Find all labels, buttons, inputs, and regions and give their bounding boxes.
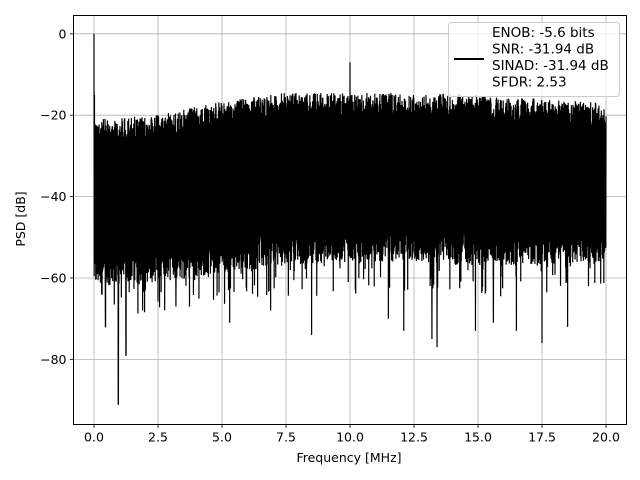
x-axis-label: Frequency [MHz] [296, 450, 401, 465]
x-tick-label: 7.5 [276, 430, 296, 445]
x-tick-label: 5.0 [212, 430, 232, 445]
legend-box [448, 22, 620, 97]
x-tick-label: 2.5 [148, 430, 168, 445]
x-tick-label: 0.0 [84, 430, 104, 445]
legend-entry-line: SNR: -31.94 dB [492, 42, 594, 58]
y-tick-label: −20 [40, 108, 66, 123]
legend-entry-line: ENOB: -5.6 bits [492, 25, 595, 41]
x-tick-label: 15.0 [464, 430, 492, 445]
legend: ENOB: -5.6 bits SNR: -31.94 dB SINAD: -31.… [448, 22, 620, 97]
x-axis-ticks: 0.0 2.5 5.0 7.5 10.0 12.5 15.0 17.5 20.0 [84, 424, 620, 445]
y-tick-label: −40 [40, 189, 66, 204]
x-tick-label: 12.5 [400, 430, 428, 445]
series-psd-line [93, 33, 607, 405]
legend-entry-line: SFDR: 2.53 [492, 75, 567, 91]
y-axis-label: PSD [dB] [13, 191, 28, 246]
x-tick-label: 17.5 [528, 430, 556, 445]
y-tick-label: 0 [59, 26, 67, 41]
x-tick-label: 20.0 [592, 430, 620, 445]
y-tick-label: −60 [40, 270, 66, 285]
x-tick-label: 10.0 [336, 430, 364, 445]
y-tick-label: −80 [40, 352, 66, 367]
legend-entry-line: SINAD: -31.94 dB [492, 58, 609, 74]
y-axis-ticks: 0 −20 −40 −60 −80 [40, 26, 74, 367]
legend-entry-text: ENOB: -5.6 bits SNR: -31.94 dB SINAD: -31.… [492, 25, 609, 91]
